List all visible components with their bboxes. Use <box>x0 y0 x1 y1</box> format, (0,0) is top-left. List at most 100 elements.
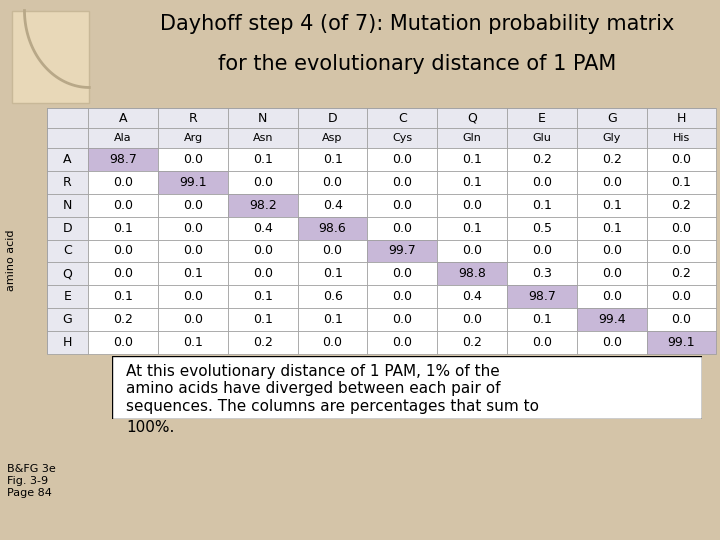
Text: 0.0: 0.0 <box>183 153 203 166</box>
Bar <box>47 240 89 262</box>
Bar <box>228 171 297 194</box>
Bar <box>437 194 507 217</box>
Bar <box>228 308 297 331</box>
Bar <box>577 128 647 148</box>
Text: 0.2: 0.2 <box>113 313 133 326</box>
Bar <box>507 171 577 194</box>
Bar <box>577 171 647 194</box>
Bar <box>47 171 89 194</box>
Text: His: His <box>673 133 690 143</box>
Bar <box>89 240 158 262</box>
Text: At this evolutionary distance of 1 PAM, 1% of the
amino acids have diverged betw: At this evolutionary distance of 1 PAM, … <box>127 364 539 414</box>
Bar <box>47 308 89 331</box>
Text: 0.2: 0.2 <box>462 336 482 349</box>
Bar <box>647 194 716 217</box>
Text: Q: Q <box>467 112 477 125</box>
Bar <box>89 171 158 194</box>
Text: 0.0: 0.0 <box>672 153 691 166</box>
Text: 0.0: 0.0 <box>672 222 691 235</box>
Bar <box>89 308 158 331</box>
Bar <box>47 108 89 128</box>
Bar <box>158 171 228 194</box>
Bar <box>47 194 89 217</box>
Text: 0.2: 0.2 <box>602 153 621 166</box>
Bar <box>297 108 367 128</box>
Bar <box>437 285 507 308</box>
Bar <box>437 148 507 171</box>
Bar <box>507 217 577 240</box>
Bar <box>507 262 577 285</box>
Text: Asp: Asp <box>323 133 343 143</box>
Text: 0.0: 0.0 <box>602 245 621 258</box>
Bar <box>437 262 507 285</box>
Text: 0.0: 0.0 <box>532 245 552 258</box>
Text: 0.0: 0.0 <box>323 176 343 189</box>
Text: 0.0: 0.0 <box>323 336 343 349</box>
Text: 0.5: 0.5 <box>532 222 552 235</box>
Text: 0.0: 0.0 <box>183 290 203 303</box>
Text: 0.1: 0.1 <box>253 290 273 303</box>
Bar <box>47 217 89 240</box>
Text: 0.1: 0.1 <box>532 313 552 326</box>
Text: 0.0: 0.0 <box>672 245 691 258</box>
Bar <box>437 240 507 262</box>
Bar <box>158 262 228 285</box>
Text: 0.0: 0.0 <box>392 153 413 166</box>
Bar <box>297 171 367 194</box>
Text: Arg: Arg <box>184 133 202 143</box>
Text: 0.0: 0.0 <box>392 176 413 189</box>
Bar <box>47 285 89 308</box>
Text: 0.1: 0.1 <box>253 153 273 166</box>
Bar <box>367 285 437 308</box>
Bar <box>47 262 89 285</box>
Bar <box>577 285 647 308</box>
Text: 0.0: 0.0 <box>392 199 413 212</box>
Bar <box>647 128 716 148</box>
Text: 0.0: 0.0 <box>392 336 413 349</box>
Bar <box>297 308 367 331</box>
Bar <box>577 331 647 354</box>
Text: B&FG 3e
Fig. 3-9
Page 84: B&FG 3e Fig. 3-9 Page 84 <box>7 464 56 497</box>
Text: C: C <box>63 245 72 258</box>
Text: 0.1: 0.1 <box>602 222 621 235</box>
Bar <box>577 262 647 285</box>
Text: 0.1: 0.1 <box>323 153 343 166</box>
Text: 98.7: 98.7 <box>528 290 556 303</box>
Text: 0.6: 0.6 <box>323 290 343 303</box>
Text: D: D <box>63 222 73 235</box>
Text: 98.2: 98.2 <box>249 199 276 212</box>
Text: 0.2: 0.2 <box>532 153 552 166</box>
Bar <box>577 194 647 217</box>
Text: R: R <box>189 112 197 125</box>
Text: 0.0: 0.0 <box>253 176 273 189</box>
Bar <box>647 308 716 331</box>
Bar <box>228 240 297 262</box>
Bar <box>577 240 647 262</box>
Text: 0.0: 0.0 <box>392 222 413 235</box>
Bar <box>367 148 437 171</box>
Text: 0.0: 0.0 <box>602 267 621 280</box>
Bar <box>297 128 367 148</box>
Bar <box>297 331 367 354</box>
Bar <box>437 217 507 240</box>
Bar <box>507 240 577 262</box>
Text: 0.0: 0.0 <box>392 313 413 326</box>
Text: 0.1: 0.1 <box>672 176 691 189</box>
Bar <box>158 148 228 171</box>
Bar <box>367 240 437 262</box>
Text: 0.1: 0.1 <box>323 267 343 280</box>
Text: Gln: Gln <box>463 133 482 143</box>
Text: Glu: Glu <box>533 133 552 143</box>
Text: 100%.: 100%. <box>127 420 175 435</box>
Bar <box>367 262 437 285</box>
Bar <box>507 194 577 217</box>
Text: 0.0: 0.0 <box>183 222 203 235</box>
Bar <box>228 331 297 354</box>
Text: 0.0: 0.0 <box>113 336 133 349</box>
Text: 0.4: 0.4 <box>323 199 343 212</box>
Bar <box>367 108 437 128</box>
Bar <box>507 108 577 128</box>
Bar <box>437 108 507 128</box>
Bar <box>577 217 647 240</box>
Text: 0.0: 0.0 <box>113 199 133 212</box>
